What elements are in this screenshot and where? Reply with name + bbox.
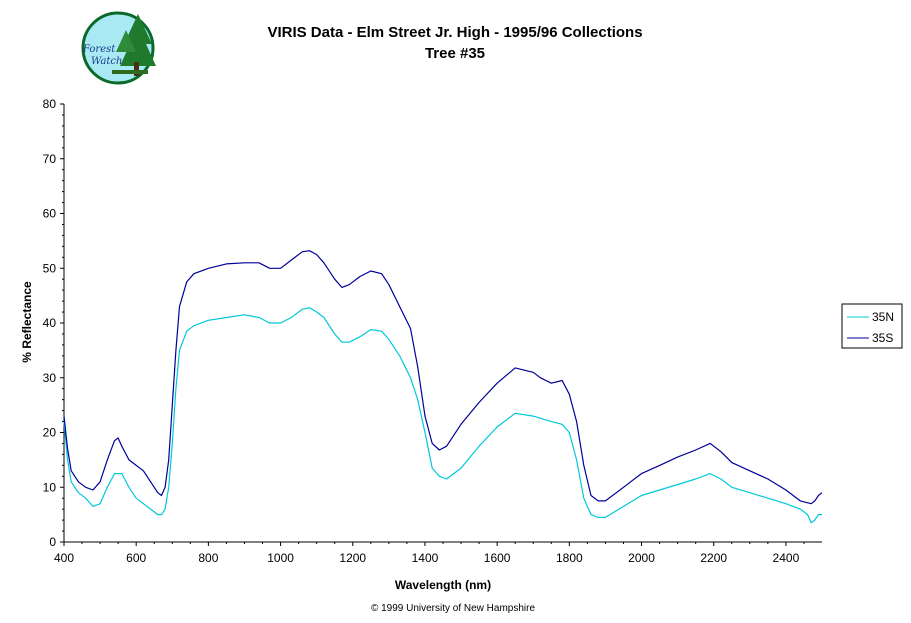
y-tick-label: 20 [43,426,57,440]
y-tick-label: 10 [43,480,57,494]
chart-subtitle: Tree #35 [425,45,485,62]
y-tick-label: 30 [43,371,57,385]
x-tick-label: 1600 [484,551,511,565]
y-tick-label: 80 [43,97,57,111]
x-tick-label: 1000 [267,551,294,565]
axes: 0 10 20 30 40 50 60 70 80 400 600 800 1000 1200 1400 1… [43,97,822,565]
x-axis-title: Wavelength (nm) [395,578,491,592]
y-axis-title: % Reflectance [20,281,34,363]
x-tick-label: 600 [126,551,146,565]
legend-label-35s: 35S [872,331,893,345]
x-tick-label: 1200 [339,551,366,565]
x-tick-label: 800 [198,551,218,565]
y-tick-label: 0 [49,535,56,549]
y-tick-label: 70 [43,152,57,166]
series-line-35s [63,250,823,505]
logo-text-line1: Forest [82,44,116,55]
forest-watch-logo: Forest Watch [81,11,156,85]
x-tick-label: 1800 [556,551,583,565]
legend-label-35n: 35N [872,310,894,324]
series-layer [63,250,823,524]
legend: 35N 35S [841,303,903,349]
y-tick-label: 50 [43,261,57,275]
y-tick-label: 40 [43,316,57,330]
x-tick-label: 1400 [412,551,439,565]
legend-box [841,303,903,349]
copyright-footer: © 1999 University of New Hampshire [371,603,536,614]
chart-title: VIRIS Data - Elm Street Jr. High - 1995/… [267,24,642,41]
x-tick-label: 2400 [773,551,800,565]
x-tick-label: 2200 [700,551,727,565]
series-line-35n [63,307,822,524]
y-tick-label: 60 [43,207,57,221]
x-tick-label: 400 [54,551,74,565]
y-ticks: 0 10 20 30 40 50 60 70 80 [43,97,64,549]
logo-text-line2: Watch [91,56,122,67]
x-ticks: 400 600 800 1000 1200 1400 1600 1800 2000 2200 240… [54,542,805,565]
x-tick-label: 2000 [628,551,655,565]
